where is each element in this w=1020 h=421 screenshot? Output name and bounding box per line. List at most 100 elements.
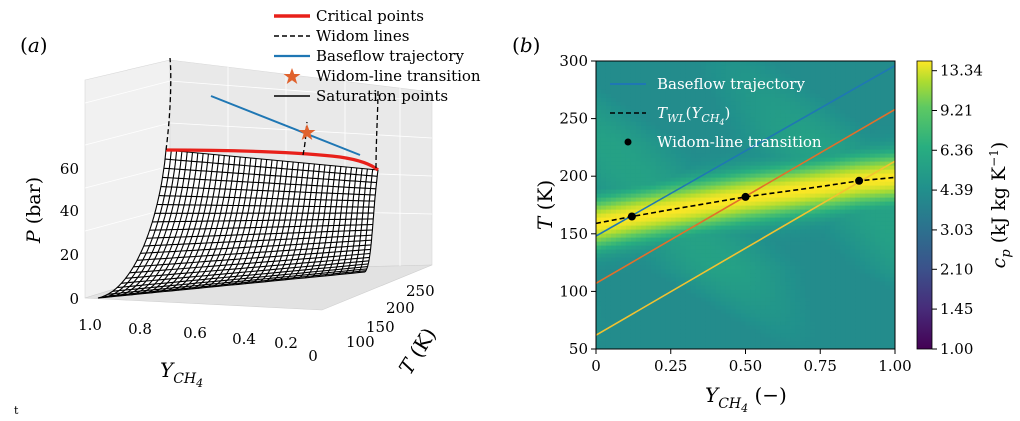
heat-cell	[730, 169, 737, 174]
heat-cell	[645, 61, 652, 66]
heat-cell	[885, 245, 891, 250]
heat-cell	[635, 205, 642, 210]
heat-cell	[725, 157, 732, 162]
heat-cell	[805, 105, 811, 110]
heat-cell	[685, 113, 692, 118]
heat-cell	[795, 321, 801, 326]
heat-cell	[665, 197, 672, 202]
heat-cell	[765, 289, 772, 294]
heat-cell	[750, 177, 757, 182]
heat-cell	[665, 77, 672, 82]
heat-cell	[735, 333, 742, 338]
heat-cell	[640, 173, 647, 178]
heat-cell	[785, 173, 791, 178]
heat-cell	[880, 297, 886, 302]
heat-cell	[715, 281, 722, 286]
heat-cell	[705, 325, 712, 330]
heat-cell	[655, 217, 662, 222]
heat-cell	[855, 205, 861, 210]
mesh-line	[143, 234, 372, 247]
heat-cell	[825, 65, 831, 70]
heat-cell	[735, 233, 742, 238]
heat-cell	[765, 253, 772, 258]
heat-cell	[710, 113, 717, 118]
heat-cell	[830, 321, 836, 326]
heat-cell	[860, 121, 866, 126]
heat-cell	[825, 301, 831, 306]
heat-cell	[620, 149, 627, 154]
heat-cell	[815, 269, 821, 274]
heat-cell	[680, 277, 687, 282]
heat-cell	[870, 257, 876, 262]
heat-cell	[710, 81, 717, 86]
heat-cell	[635, 229, 642, 234]
heat-cell	[610, 69, 617, 74]
heat-cell	[870, 341, 876, 346]
heat-cell	[880, 193, 886, 198]
heat-cell	[635, 101, 642, 106]
heat-cell	[795, 337, 801, 342]
heat-cell	[740, 225, 747, 230]
heat-cell	[820, 229, 826, 234]
heat-cell	[650, 73, 657, 78]
heat-cell	[855, 305, 861, 310]
heat-cell	[615, 193, 622, 198]
heat-cell	[875, 341, 881, 346]
heat-cell	[655, 85, 662, 90]
heat-cell	[865, 193, 871, 198]
heat-cell	[855, 253, 861, 258]
heat-cell	[860, 289, 866, 294]
heat-cell	[810, 233, 816, 238]
heat-cell	[855, 137, 861, 142]
heat-cell	[640, 245, 647, 250]
heat-cell	[630, 101, 637, 106]
heat-cell	[780, 133, 786, 138]
heat-cell	[880, 125, 886, 130]
heat-cell	[605, 117, 612, 122]
heat-cell	[715, 153, 722, 158]
heat-cell	[635, 241, 642, 246]
heat-cell	[720, 209, 727, 214]
heat-cell	[875, 113, 881, 118]
heat-cell	[785, 269, 791, 274]
heat-cell	[630, 121, 637, 126]
heat-cell	[800, 241, 806, 246]
heat-cell	[715, 233, 722, 238]
heat-cell	[815, 137, 821, 142]
heat-cell	[880, 165, 886, 170]
heat-cell	[815, 173, 821, 178]
heat-cell	[640, 233, 647, 238]
heat-cell	[630, 293, 637, 298]
heat-cell	[775, 177, 781, 182]
heat-cell	[795, 301, 801, 306]
heat-cell	[855, 281, 861, 286]
heat-cell	[635, 253, 642, 258]
heat-cell	[755, 285, 762, 290]
heat-cell	[655, 221, 662, 226]
heat-cell	[755, 65, 762, 70]
heat-cell	[625, 129, 632, 134]
heat-cell	[635, 233, 642, 238]
heat-cell	[690, 293, 697, 298]
heat-cell	[760, 313, 767, 318]
heat-cell	[800, 121, 806, 126]
heat-cell	[835, 145, 841, 150]
heat-cell	[700, 229, 707, 234]
heat-cell	[715, 333, 722, 338]
heat-cell	[596, 181, 602, 186]
heat-cell	[755, 317, 762, 322]
heat-cell	[815, 73, 821, 78]
heat-cell	[675, 289, 682, 294]
heat-cell	[635, 273, 642, 278]
heat-cell	[795, 245, 801, 250]
heat-cell	[790, 197, 796, 202]
heat-cell	[730, 189, 737, 194]
heat-cell	[775, 201, 781, 206]
heat-cell	[790, 93, 796, 98]
heat-cell	[755, 345, 762, 349]
heat-cell	[815, 261, 821, 266]
heat-cell	[730, 153, 737, 158]
heat-cell	[865, 233, 871, 238]
heat-cell	[620, 273, 627, 278]
heat-cell	[610, 141, 617, 146]
